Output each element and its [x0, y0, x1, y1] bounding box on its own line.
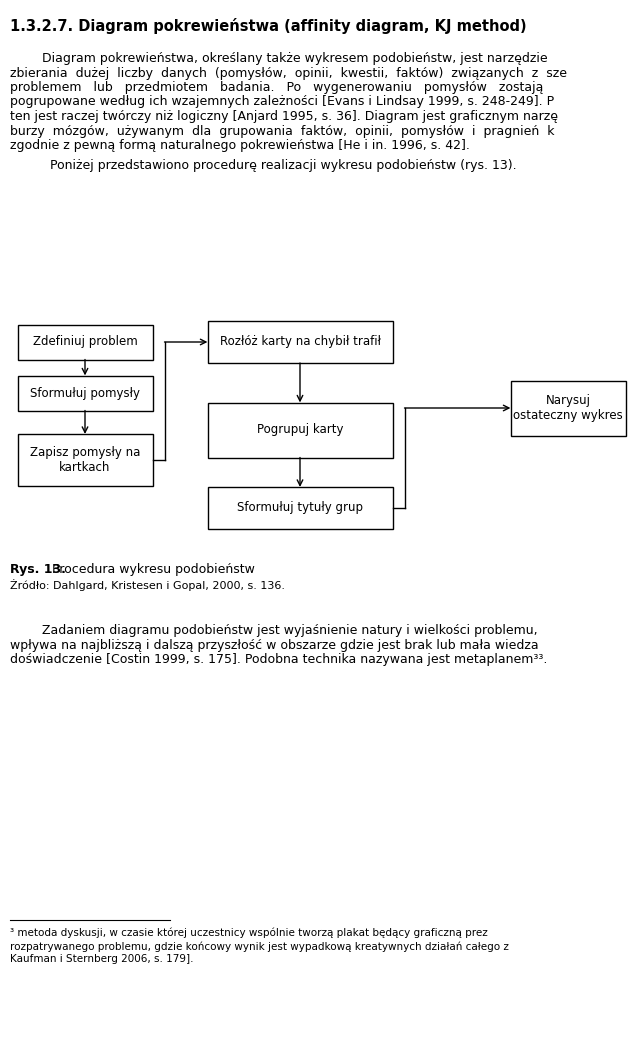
Text: zbierania  dużej  liczby  danych  (pomysłów,  opinii,  kwestii,  faktów)  związa: zbierania dużej liczby danych (pomysłów,… [10, 66, 567, 80]
Bar [510, 381, 625, 436]
Text: rozpatrywanego problemu, gdzie końcowy wynik jest wypadkową kreatywnych działań : rozpatrywanego problemu, gdzie końcowy w… [10, 941, 509, 952]
Text: Rozłóż karty na chybił trafił: Rozłóż karty na chybił trafił [220, 336, 380, 348]
Text: Poniżej przedstawiono procedurę realizacji wykresu podobieństw (rys. 13).: Poniżej przedstawiono procedurę realizac… [50, 160, 517, 172]
Text: wpływa na najbliższą i dalszą przyszłość w obszarze gdzie jest brak lub mała wie: wpływa na najbliższą i dalszą przyszłość… [10, 639, 539, 651]
Text: Kaufman i Sternberg 2006, s. 179].: Kaufman i Sternberg 2006, s. 179]. [10, 954, 194, 964]
Text: Sformułuj pomysły: Sformułuj pomysły [30, 387, 140, 399]
Text: 1.3.2.7. Diagram pokrewieństwa (affinity diagram, KJ method): 1.3.2.7. Diagram pokrewieństwa (affinity… [10, 18, 527, 34]
Bar [208, 321, 392, 363]
Bar [18, 375, 153, 411]
Text: zgodnie z pewną formą naturalnego pokrewieństwa [He i in. 1996, s. 42].: zgodnie z pewną formą naturalnego pokrew… [10, 139, 470, 152]
Text: Zapisz pomysły na
kartkach: Zapisz pomysły na kartkach [30, 446, 140, 474]
Text: Procedura wykresu podobieństw: Procedura wykresu podobieństw [48, 563, 255, 576]
Bar [18, 325, 153, 360]
Text: doświadczenie [Costin 1999, s. 175]. Podobna technika nazywana jest metaplanem³³: doświadczenie [Costin 1999, s. 175]. Pod… [10, 653, 547, 666]
Text: Narysuj
ostateczny wykres: Narysuj ostateczny wykres [513, 394, 623, 422]
Bar [208, 402, 392, 457]
Text: Zdefiniuj problem: Zdefiniuj problem [33, 336, 138, 348]
Text: ten jest raczej twórczy niż logiczny [Anjard 1995, s. 36]. Diagram jest graficzn: ten jest raczej twórczy niż logiczny [An… [10, 110, 558, 123]
Text: problemem   lub   przedmiotem   badania.   Po   wygenerowaniu   pomysłów   zosta: problemem lub przedmiotem badania. Po wy… [10, 81, 543, 94]
Text: ³ metoda dyskusji, w czasie której uczestnicy wspólnie tworzą plakat będący graf: ³ metoda dyskusji, w czasie której uczes… [10, 928, 488, 938]
Text: Zadaniem diagramu podobieństw jest wyjaśnienie natury i wielkości problemu,: Zadaniem diagramu podobieństw jest wyjaś… [10, 624, 538, 637]
Text: Pogrupuj karty: Pogrupuj karty [257, 423, 343, 437]
Text: Diagram pokrewieństwa, określany także wykresem podobieństw, jest narzędzie: Diagram pokrewieństwa, określany także w… [10, 52, 548, 65]
Text: Żródło: Dahlgard, Kristesen i Gopal, 2000, s. 136.: Żródło: Dahlgard, Kristesen i Gopal, 200… [10, 579, 285, 591]
Text: burzy  mózgów,  używanym  dla  grupowania  faktów,  opinii,  pomysłów  i  pragni: burzy mózgów, używanym dla grupowania fa… [10, 124, 555, 138]
Text: pogrupowane według ich wzajemnych zależności [Evans i Lindsay 1999, s. 248-249].: pogrupowane według ich wzajemnych zależn… [10, 95, 554, 109]
Bar [208, 487, 392, 529]
Text: Sformułuj tytuły grup: Sformułuj tytuły grup [237, 502, 363, 514]
Bar [18, 435, 153, 486]
Text: Rys. 13.: Rys. 13. [10, 563, 66, 576]
